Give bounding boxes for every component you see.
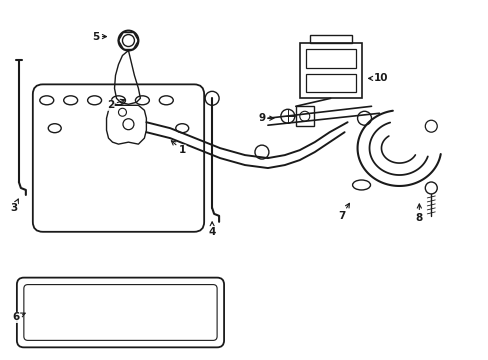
Text: 3: 3 xyxy=(10,199,18,213)
Bar xyxy=(295,106,313,126)
Text: 5: 5 xyxy=(92,32,106,41)
Text: 4: 4 xyxy=(208,222,215,237)
Text: 10: 10 xyxy=(368,73,388,84)
Text: 9: 9 xyxy=(258,113,273,123)
Text: 7: 7 xyxy=(337,203,349,221)
Bar xyxy=(305,75,355,92)
Text: 1: 1 xyxy=(171,141,185,155)
Text: 6: 6 xyxy=(12,312,25,323)
Text: 2: 2 xyxy=(107,99,124,110)
Bar xyxy=(309,35,351,42)
Text: 8: 8 xyxy=(415,204,422,223)
Bar xyxy=(299,42,361,98)
Bar xyxy=(305,49,355,68)
